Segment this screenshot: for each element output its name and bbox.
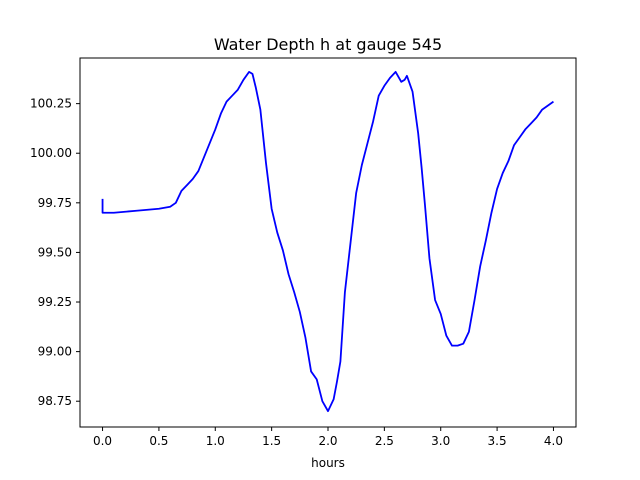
chart-title: Water Depth h at gauge 545 bbox=[214, 35, 442, 54]
y-tick-label: 99.25 bbox=[38, 295, 72, 309]
x-tick-label: 3.5 bbox=[488, 434, 507, 448]
y-tick-label: 99.00 bbox=[38, 345, 72, 359]
x-axis-label: hours bbox=[311, 456, 345, 470]
x-tick-label: 3.0 bbox=[431, 434, 450, 448]
x-tick-label: 0.0 bbox=[93, 434, 112, 448]
x-tick-label: 1.0 bbox=[206, 434, 225, 448]
y-tick-label: 99.75 bbox=[38, 196, 72, 210]
y-tick-label: 100.00 bbox=[30, 146, 72, 160]
plot-area: 0.0 0.5 1.0 1.5 2.0 2.5 3.0 3.5 4.0 98.75 99.00 99.… bbox=[30, 57, 577, 448]
x-tick-label: 0.5 bbox=[149, 434, 168, 448]
x-tick-label: 1.5 bbox=[262, 434, 281, 448]
y-tick-label: 98.75 bbox=[38, 394, 72, 408]
series-line-0 bbox=[101, 70, 554, 413]
x-tick-label: 2.5 bbox=[375, 434, 394, 448]
x-tick-label: 2.0 bbox=[318, 434, 337, 448]
y-tick-label: 99.50 bbox=[38, 245, 72, 259]
y-tick-label: 100.25 bbox=[30, 97, 72, 111]
x-tick-label: 4.0 bbox=[544, 434, 563, 448]
